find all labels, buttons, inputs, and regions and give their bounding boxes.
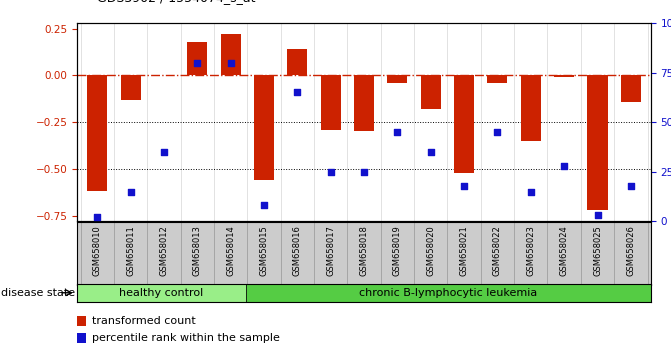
Text: disease state: disease state (1, 288, 75, 298)
Bar (487, 75, 507, 83)
Bar (287, 49, 307, 75)
Text: GSM658025: GSM658025 (593, 225, 602, 276)
Text: GSM658017: GSM658017 (326, 225, 335, 276)
Point (459, 183, 470, 188)
Text: GSM658021: GSM658021 (460, 225, 468, 276)
Text: percentile rank within the sample: percentile rank within the sample (91, 333, 279, 343)
Text: GSM658013: GSM658013 (193, 225, 202, 276)
Point (192, 60, 203, 65)
Point (559, 163, 570, 169)
Bar (221, 34, 241, 75)
Point (492, 129, 503, 135)
Text: GSM658016: GSM658016 (293, 225, 302, 276)
Point (92, 215, 103, 220)
Bar (77, 284, 246, 302)
Text: GSM658015: GSM658015 (260, 225, 268, 276)
Bar (321, 75, 341, 130)
Bar (77, 333, 86, 343)
Text: GSM658011: GSM658011 (126, 225, 135, 276)
Bar (77, 316, 86, 326)
Point (158, 149, 169, 155)
Bar (421, 75, 441, 109)
Text: chronic B-lymphocytic leukemia: chronic B-lymphocytic leukemia (359, 288, 537, 298)
Text: GSM658012: GSM658012 (160, 225, 168, 276)
Text: GSM658026: GSM658026 (626, 225, 635, 276)
Bar (454, 75, 474, 173)
Bar (588, 75, 607, 210)
Text: GSM658019: GSM658019 (393, 225, 402, 276)
Point (625, 183, 636, 188)
Bar (121, 75, 140, 100)
Text: GSM658018: GSM658018 (360, 225, 368, 276)
Text: healthy control: healthy control (119, 288, 204, 298)
Bar (387, 75, 407, 83)
Text: transformed count: transformed count (91, 316, 195, 326)
Bar (87, 75, 107, 191)
Bar (521, 75, 541, 141)
Text: GSM658022: GSM658022 (493, 225, 502, 276)
Bar (246, 284, 651, 302)
Text: GSM658014: GSM658014 (226, 225, 235, 276)
Text: GSM658023: GSM658023 (526, 225, 535, 276)
Text: GSM658010: GSM658010 (93, 225, 102, 276)
Point (292, 90, 303, 95)
Point (225, 60, 236, 65)
Point (425, 149, 436, 155)
Bar (621, 75, 641, 102)
Text: GSM658024: GSM658024 (560, 225, 568, 276)
Point (258, 202, 269, 208)
Bar (554, 75, 574, 77)
Point (592, 212, 603, 218)
Text: GSM658020: GSM658020 (426, 225, 435, 276)
Point (392, 129, 403, 135)
Point (125, 189, 136, 194)
Bar (187, 42, 207, 75)
Point (358, 169, 369, 175)
Point (525, 189, 536, 194)
Bar (254, 75, 274, 180)
Bar (354, 75, 374, 131)
Text: GDS3902 / 1554074_s_at: GDS3902 / 1554074_s_at (97, 0, 256, 4)
Point (325, 169, 336, 175)
